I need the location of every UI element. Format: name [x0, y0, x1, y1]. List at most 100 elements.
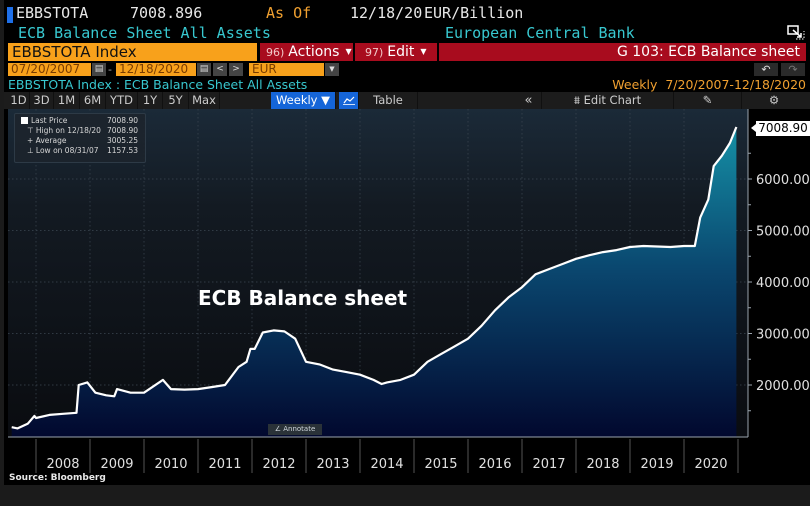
- source-note: Source: Bloomberg: [9, 473, 106, 483]
- last-price-tag: 7008.90: [751, 121, 810, 136]
- chart-toolbar: 1D 3D 1M 6M YTD 1Y 5Y Max Weekly ▼ Table…: [4, 92, 810, 109]
- legend-label: Last Price: [31, 116, 68, 125]
- range-separator: -: [108, 63, 112, 76]
- caret-down-icon: ▼: [420, 47, 427, 56]
- svg-text:2000.00: 2000.00: [756, 379, 810, 394]
- bloomberg-window: EBBSTOTA 7008.896 As Of 12/18/20 EUR/Bil…: [4, 0, 810, 485]
- calendar-icon[interactable]: ▤: [92, 63, 106, 76]
- series-checkbox[interactable]: [21, 117, 28, 124]
- high-icon: ⊤: [27, 126, 36, 135]
- unit-label: EUR/Billion: [424, 4, 524, 22]
- as-of-label: As Of: [266, 4, 312, 22]
- svg-text:2009: 2009: [100, 457, 133, 472]
- svg-text:2012: 2012: [262, 457, 295, 472]
- svg-text:2015: 2015: [424, 457, 457, 472]
- svg-text:2016: 2016: [478, 457, 511, 472]
- range-label: 7/20/2007-12/18/2020: [665, 77, 806, 92]
- popout-icon[interactable]: [787, 25, 805, 41]
- chart-subtitle: EBBSTOTA Index : ECB Balance Sheet All A…: [8, 77, 308, 92]
- edit-chart-icon: ⩩: [573, 93, 584, 107]
- legend-high: ⊤ High on 12/18/20 7008.90: [27, 126, 142, 135]
- svg-text:2019: 2019: [640, 457, 673, 472]
- source-organization: European Central Bank: [445, 24, 635, 42]
- subtitle-row: EBBSTOTA Index : ECB Balance Sheet All A…: [4, 78, 810, 92]
- next-period-button[interactable]: >: [229, 63, 243, 76]
- period-3d[interactable]: 3D: [30, 92, 54, 109]
- legend-value: 7008.90: [106, 116, 138, 125]
- frequency-label: Weekly: [612, 77, 658, 92]
- edit-chart-label: Edit Chart: [583, 93, 642, 107]
- period-ytd[interactable]: YTD: [106, 92, 138, 109]
- collapse-icon[interactable]: «: [516, 92, 542, 109]
- pencil-icon: ∠: [274, 425, 284, 433]
- line-chart-icon[interactable]: [339, 92, 359, 109]
- legend-last-price: Last Price 7008.90: [31, 116, 142, 125]
- table-button[interactable]: Table: [359, 92, 418, 109]
- undo-icon[interactable]: ↶: [754, 63, 778, 76]
- low-icon: ⊥: [27, 146, 36, 155]
- period-1d[interactable]: 1D: [8, 92, 30, 109]
- frequency-dropdown[interactable]: Weekly ▼: [271, 92, 336, 109]
- svg-text:2020: 2020: [694, 457, 727, 472]
- period-6m[interactable]: 6M: [80, 92, 106, 109]
- actions-number: 96): [266, 46, 285, 59]
- svg-text:3000.00: 3000.00: [756, 328, 810, 343]
- svg-text:6000.00: 6000.00: [756, 173, 810, 188]
- prev-period-button[interactable]: <: [213, 63, 227, 76]
- svg-text:ECB Balance sheet: ECB Balance sheet: [198, 286, 408, 310]
- svg-text:2013: 2013: [316, 457, 349, 472]
- edit-menu[interactable]: 97) Edit ▼: [355, 43, 437, 61]
- focus-marker: [7, 7, 13, 23]
- start-date-input[interactable]: 07/20/2007: [8, 63, 91, 76]
- annotate-tool-icon[interactable]: ✎: [674, 92, 742, 109]
- command-bar-right: 97) Edit ▼ G 103: ECB Balance sheet: [4, 43, 810, 62]
- quote-header: EBBSTOTA 7008.896 As Of 12/18/20 EUR/Bil…: [4, 4, 810, 23]
- chart-area: 2000.00 3000.00 4000.00 5000.00 6000.00 2008…: [8, 109, 810, 485]
- redo-icon[interactable]: ↷: [781, 63, 805, 76]
- legend-label: High on 12/18/20: [35, 126, 101, 135]
- date-range-bar: 07/20/2007 ▤ - 12/18/2020 ▤ < > EUR ▼ ↶ …: [4, 63, 810, 77]
- legend-low: ⊥ Low on 08/31/07 1157.53: [27, 146, 142, 155]
- legend-label: Average: [35, 136, 67, 145]
- svg-text:2011: 2011: [208, 457, 241, 472]
- caret-down-icon: ▼: [345, 47, 352, 56]
- chart-legend: Last Price 7008.90 ⊤ High on 12/18/20 7008…: [14, 113, 146, 163]
- edit-number: 97): [365, 46, 384, 59]
- command-bar: EBBSTOTA Index 96) Actions ▼: [4, 43, 810, 62]
- currency-dropdown-icon[interactable]: ▼: [325, 63, 339, 76]
- calendar-icon[interactable]: ▤: [197, 63, 211, 76]
- currency-select[interactable]: EUR: [249, 63, 324, 76]
- edit-label: Edit: [387, 44, 415, 60]
- legend-value: 1157.53: [106, 146, 138, 155]
- undo-redo: ↶ ↷: [754, 63, 806, 76]
- actions-label: Actions: [288, 44, 340, 60]
- security-input[interactable]: EBBSTOTA Index: [8, 43, 257, 61]
- svg-text:2014: 2014: [370, 457, 403, 472]
- period-info: Weekly 7/20/2007-12/18/2020: [612, 78, 806, 92]
- end-date-input[interactable]: 12/18/2020: [116, 63, 196, 76]
- series-description: ECB Balance Sheet All Assets: [18, 24, 271, 42]
- legend-average: + Average 3005.25: [27, 136, 142, 145]
- description-row: ECB Balance Sheet All Assets European Ce…: [4, 24, 810, 42]
- svg-text:5000.00: 5000.00: [756, 225, 810, 240]
- period-max[interactable]: Max: [189, 92, 220, 109]
- annotate-button[interactable]: ∠ Annotate: [268, 424, 322, 435]
- legend-value: 7008.90: [106, 126, 138, 135]
- annotate-label: Annotate: [283, 425, 316, 433]
- period-1m[interactable]: 1M: [54, 92, 80, 109]
- period-1y[interactable]: 1Y: [138, 92, 163, 109]
- ticker: EBBSTOTA: [16, 4, 89, 22]
- svg-text:2017: 2017: [532, 457, 565, 472]
- average-icon: +: [27, 136, 36, 145]
- svg-text:2008: 2008: [46, 457, 79, 472]
- svg-text:2010: 2010: [154, 457, 187, 472]
- actions-menu[interactable]: 96) Actions ▼: [260, 43, 353, 61]
- svg-text:4000.00: 4000.00: [756, 276, 810, 291]
- ecb-balance-sheet-chart: 2000.00 3000.00 4000.00 5000.00 6000.00 2008…: [8, 109, 810, 473]
- edit-chart-button[interactable]: ⩩ Edit Chart: [542, 92, 674, 109]
- settings-gear-icon[interactable]: ⚙: [768, 93, 780, 107]
- legend-value: 3005.25: [106, 136, 138, 145]
- period-5y[interactable]: 5Y: [163, 92, 189, 109]
- svg-text:2018: 2018: [586, 457, 619, 472]
- last-value: 7008.896: [130, 4, 203, 22]
